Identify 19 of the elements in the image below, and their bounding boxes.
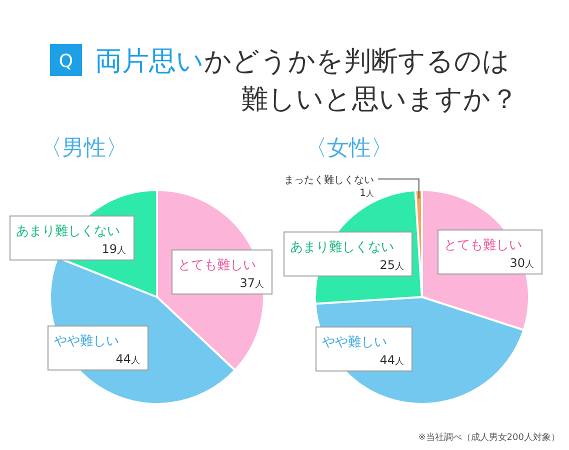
data-label: 30人 <box>510 256 534 270</box>
data-label: 44人 <box>116 352 140 366</box>
text: ※当社調べ（成人男女200人対象） <box>418 432 560 443</box>
chart-title: 両片思いかどうかを判断するのは難しいと思いますか？ <box>95 46 518 115</box>
data-label: 25人 <box>380 258 404 272</box>
slice-label: やや難しい <box>322 335 387 350</box>
data-label: 1人 <box>360 188 374 199</box>
slice-label: とても難しい <box>444 238 522 253</box>
slice-label: あまり難しくない <box>16 224 120 239</box>
data-label: 37人 <box>240 276 264 290</box>
data-label: 44人 <box>380 353 404 367</box>
text: Q <box>58 51 74 72</box>
chart-subtitle: 〈男性〉 <box>40 136 128 161</box>
slice-label: あまり難しくない <box>290 240 394 255</box>
chart-subtitle: 〈女性〉 <box>305 136 393 161</box>
slice-label: やや難しい <box>54 334 119 349</box>
slice-label: とても難しい <box>178 258 256 273</box>
slice-label: まったく難しくない <box>284 174 374 186</box>
data-label: 19人 <box>102 242 126 256</box>
